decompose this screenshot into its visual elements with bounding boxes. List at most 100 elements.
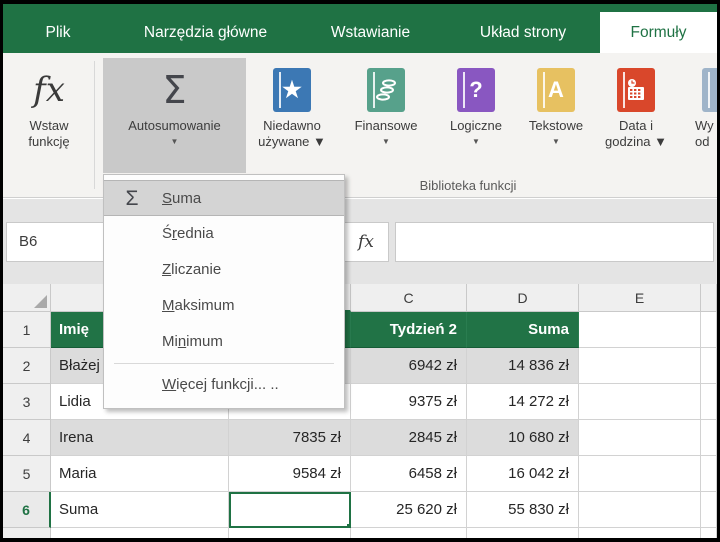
column-header-d[interactable]: D [467,284,579,312]
insert-function-button[interactable]: fx Wstaw funkcję [9,58,89,173]
select-all-button[interactable] [3,284,51,312]
cell-c2[interactable]: 6942 zł [351,348,467,384]
book-question-icon: ? [457,68,495,112]
insert-function-fx-icon[interactable]: fx [343,222,389,262]
menu-item-wiecej-funkcji[interactable]: Więcej funkcji... .. [104,367,344,403]
row-header-4[interactable]: 4 [3,420,51,456]
cell-a6[interactable]: Suma [51,492,229,528]
date-time-label-1: Data i [619,118,653,133]
menu-item-minimum-key: n [177,333,187,350]
autosum-button[interactable]: Σ Autosumowanie ▼ [103,58,246,173]
book-star-icon: ★ [273,68,311,112]
tab-uklad-strony[interactable]: Układ strony [479,24,567,41]
cell-a7[interactable] [51,528,229,538]
formula-input[interactable] [395,222,714,262]
menu-item-zliczanie[interactable]: Zliczanie [104,252,344,288]
cell-f2[interactable] [701,348,717,384]
row-header-6-active[interactable]: 6 [3,492,51,528]
cell-d3[interactable]: 14 272 zł [467,384,579,420]
menu-item-suma-text: uma [172,190,202,207]
menu-item-suma[interactable]: Σ Suma [104,180,344,216]
cell-c1[interactable]: Tydzień 2 [351,312,467,348]
tab-plik[interactable]: Plik [45,24,71,41]
cell-b4[interactable]: 7835 zł [229,420,351,456]
table-row-clipped: 7 [3,528,717,538]
menu-item-minimum[interactable]: Minimum [104,324,344,360]
cell-b5[interactable]: 9584 zł [229,456,351,492]
cell-d6[interactable]: 55 830 zł [467,492,579,528]
date-time-button[interactable]: Data i godzina ▼ [601,58,671,173]
menu-item-zliczanie-text: liczanie [171,261,222,278]
cell-a5[interactable]: Maria [51,456,229,492]
autosum-dropdown-arrow[interactable]: ▼ [170,137,179,146]
menu-item-maksimum[interactable]: Maksimum [104,288,344,324]
book-coins-icon [367,68,405,112]
lookup-label-1: Wy [695,118,714,133]
cell-e1[interactable] [579,312,701,348]
autosum-dropdown-menu: Σ Suma Średnia Zliczanie Maksimum Minimu… [103,174,345,409]
table-row: 6 Suma 25 620 zł 55 830 zł [3,492,717,528]
recently-used-button[interactable]: ★ Niedawno używane ▼ [250,58,334,173]
cell-d5[interactable]: 16 042 zł [467,456,579,492]
tab-formuly[interactable]: Formuły [600,12,717,53]
menu-item-suma-key: S [162,190,173,207]
cell-d1[interactable]: Suma [467,312,579,348]
cell-f5[interactable] [701,456,717,492]
lookup-button-clipped[interactable]: Wy od [691,58,717,173]
column-header-f-clipped[interactable] [701,284,717,312]
cell-d7[interactable] [467,528,579,538]
text-dropdown-arrow[interactable]: ▼ [552,137,560,146]
menu-item-srednia[interactable]: Średnia [104,216,344,252]
cell-d4[interactable]: 10 680 zł [467,420,579,456]
cell-e4[interactable] [579,420,701,456]
row-header-1[interactable]: 1 [3,312,51,348]
text-functions-button[interactable]: A Tekstowe ▼ [517,58,595,173]
financial-dropdown-arrow[interactable]: ▼ [382,137,390,146]
book-letter-a-icon: A [537,68,575,112]
fill-handle[interactable] [346,523,349,526]
cell-c6[interactable]: 25 620 zł [351,492,467,528]
logical-dropdown-arrow[interactable]: ▼ [472,137,480,146]
cell-c7[interactable] [351,528,467,538]
cell-f1[interactable] [701,312,717,348]
cell-e2[interactable] [579,348,701,384]
cell-b6-selected[interactable] [229,492,351,528]
cell-a4[interactable]: Irena [51,420,229,456]
menu-item-srednia-text: ednia [177,225,214,242]
logical-label: Logiczne [449,118,503,133]
book-calendar-icon [617,68,655,112]
ribbon: fx Wstaw funkcję Σ Autosumowanie ▼ ★ Nie… [3,53,717,198]
row-header-3[interactable]: 3 [3,384,51,420]
cell-f7[interactable] [701,528,717,538]
cell-f6[interactable] [701,492,717,528]
function-library-group-label: Biblioteka funkcji [419,178,517,193]
financial-label: Finansowe [354,118,418,133]
tab-wstawianie[interactable]: Wstawianie [330,24,411,41]
cell-d2[interactable]: 14 836 zł [467,348,579,384]
cell-f3[interactable] [701,384,717,420]
cell-f4[interactable] [701,420,717,456]
menu-item-maksimum-key: M [162,297,175,314]
row-header-7-clipped[interactable]: 7 [3,528,51,538]
select-all-triangle-icon [34,295,47,308]
cell-e7[interactable] [579,528,701,538]
insert-function-label-1: Wstaw [29,118,69,133]
sigma-menu-icon: Σ [125,187,139,210]
financial-button[interactable]: Finansowe ▼ [337,58,435,173]
cell-e5[interactable] [579,456,701,492]
column-header-e[interactable]: E [579,284,701,312]
star-glyph: ★ [282,77,302,102]
menu-item-maksimum-text: aksimum [174,297,235,314]
cell-c3[interactable]: 9375 zł [351,384,467,420]
cell-e3[interactable] [579,384,701,420]
cell-c5[interactable]: 6458 zł [351,456,467,492]
logical-button[interactable]: ? Logiczne ▼ [439,58,513,173]
row-header-5[interactable]: 5 [3,456,51,492]
cell-b7[interactable] [229,528,351,538]
tab-narzedzia-glowne[interactable]: Narzędzia główne [143,24,268,41]
cell-c4[interactable]: 2845 zł [351,420,467,456]
row-header-2[interactable]: 2 [3,348,51,384]
menu-separator [114,363,334,364]
cell-e6[interactable] [579,492,701,528]
column-header-c[interactable]: C [351,284,467,312]
